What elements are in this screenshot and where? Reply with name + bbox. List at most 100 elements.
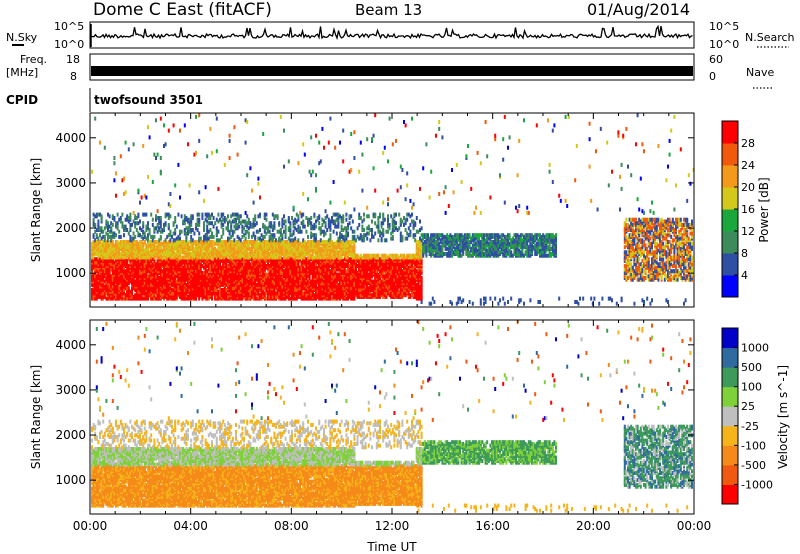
range-gate-cell [94, 222, 97, 227]
range-gate-cell [97, 288, 100, 292]
range-gate-cell [124, 262, 127, 267]
range-gate-cell [155, 274, 157, 279]
range-gate-cell [99, 293, 101, 298]
range-gate-cell [126, 286, 129, 291]
range-gate-cell [228, 133, 231, 138]
range-gate-cell [140, 195, 143, 200]
range-gate-cell [108, 272, 111, 277]
range-gate-cell [251, 188, 253, 193]
range-gate-cell [179, 195, 181, 200]
range-gate-cell [204, 185, 207, 190]
range-gate-cell [171, 234, 173, 239]
range-gate-cell [198, 231, 201, 236]
range-gate-cell [169, 250, 172, 255]
range-gate-cell [164, 269, 167, 274]
range-gate-cell [145, 279, 148, 284]
range-gate-cell [199, 269, 202, 274]
range-gate-cell [169, 192, 172, 196]
range-gate-cell [174, 246, 177, 251]
range-gate-cell [99, 233, 101, 238]
range-gate-cell [143, 231, 146, 236]
range-gate-cell [196, 212, 199, 217]
range-gate-cell [209, 221, 212, 226]
range-gate-cell [187, 231, 189, 236]
range-gate-cell [278, 221, 281, 226]
range-gate-cell [315, 233, 317, 238]
range-gate-cell [97, 212, 100, 217]
range-gate-cell [287, 159, 290, 164]
range-gate-cell [161, 228, 164, 232]
range-gate-cell [180, 240, 183, 244]
range-gate-cell [287, 216, 290, 220]
range-gate-cell [201, 270, 204, 275]
range-gate-cell [222, 269, 225, 274]
range-gate-cell [119, 240, 122, 244]
range-gate-cell [164, 238, 167, 243]
range-gate-cell [204, 240, 207, 244]
range-gate-cell [217, 229, 220, 234]
range-gate-cell [139, 233, 141, 238]
range-gate-cell [220, 240, 223, 244]
range-gate-cell [143, 193, 146, 198]
range-gate-cell [211, 231, 213, 236]
range-gate-cell [201, 284, 204, 289]
range-gate-cell [145, 260, 148, 265]
range-gate-cell [163, 226, 165, 231]
range-gate-cell [161, 248, 164, 253]
range-gate-cell [223, 219, 226, 224]
range-gate-cell [228, 156, 231, 160]
range-gate-cell [137, 258, 140, 263]
range-gate-cell [124, 282, 127, 287]
range-gate-cell [214, 246, 217, 251]
range-gate-cell [222, 212, 225, 217]
range-gate-cell [156, 216, 159, 220]
range-gate-cell [179, 236, 181, 241]
range-gate-cell [220, 234, 223, 239]
range-gate-cell [196, 217, 199, 222]
range-gate-cell [259, 212, 261, 217]
freq-frame [89, 53, 695, 81]
range-gate-cell [211, 240, 213, 244]
range-gate-cell [198, 113, 201, 118]
range-gate-cell [155, 240, 157, 244]
range-gate-cell [111, 284, 114, 289]
range-gate-cell [113, 264, 116, 268]
range-gate-cell [131, 281, 133, 286]
range-gate-cell [124, 269, 127, 274]
range-gate-cell [148, 250, 151, 255]
range-gate-cell [158, 276, 161, 280]
range-gate-cell [100, 226, 103, 231]
range-gate-cell [203, 224, 205, 229]
range-gate-cell [323, 145, 325, 150]
range-gate-cell [147, 221, 149, 226]
range-gate-cell [119, 277, 122, 282]
range-gate-cell [140, 284, 143, 289]
range-gate-cell [132, 276, 135, 280]
cpid-value: twofsound 3501 [94, 93, 203, 107]
range-gate-cell [230, 224, 233, 229]
range-gate-cell [195, 269, 197, 274]
range-gate-cell [203, 238, 205, 243]
range-gate-cell [193, 281, 196, 286]
range-gate-cell [140, 234, 143, 239]
range-gate-cell [220, 224, 223, 229]
range-gate-cell [159, 156, 162, 160]
range-gate-cell [204, 233, 207, 238]
range-gate-cell [150, 212, 153, 217]
range-gate-cell [127, 274, 130, 279]
range-gate-cell [97, 253, 100, 258]
range-gate-cell [132, 210, 135, 215]
range-gate-cell [231, 240, 234, 244]
range-gate-cell [115, 233, 117, 238]
range-gate-cell [214, 264, 217, 268]
range-gate-cell [225, 248, 228, 253]
range-gate-cell [227, 294, 229, 299]
range-gate-cell [231, 212, 234, 217]
range-gate-cell [103, 279, 106, 284]
range-gate-cell [191, 243, 194, 248]
range-gate-cell [179, 229, 181, 234]
freq-unit: [MHz] [6, 66, 38, 79]
range-gate-cell [135, 221, 138, 226]
range-gate-cell [279, 114, 282, 119]
range-gate-cell [219, 288, 221, 292]
